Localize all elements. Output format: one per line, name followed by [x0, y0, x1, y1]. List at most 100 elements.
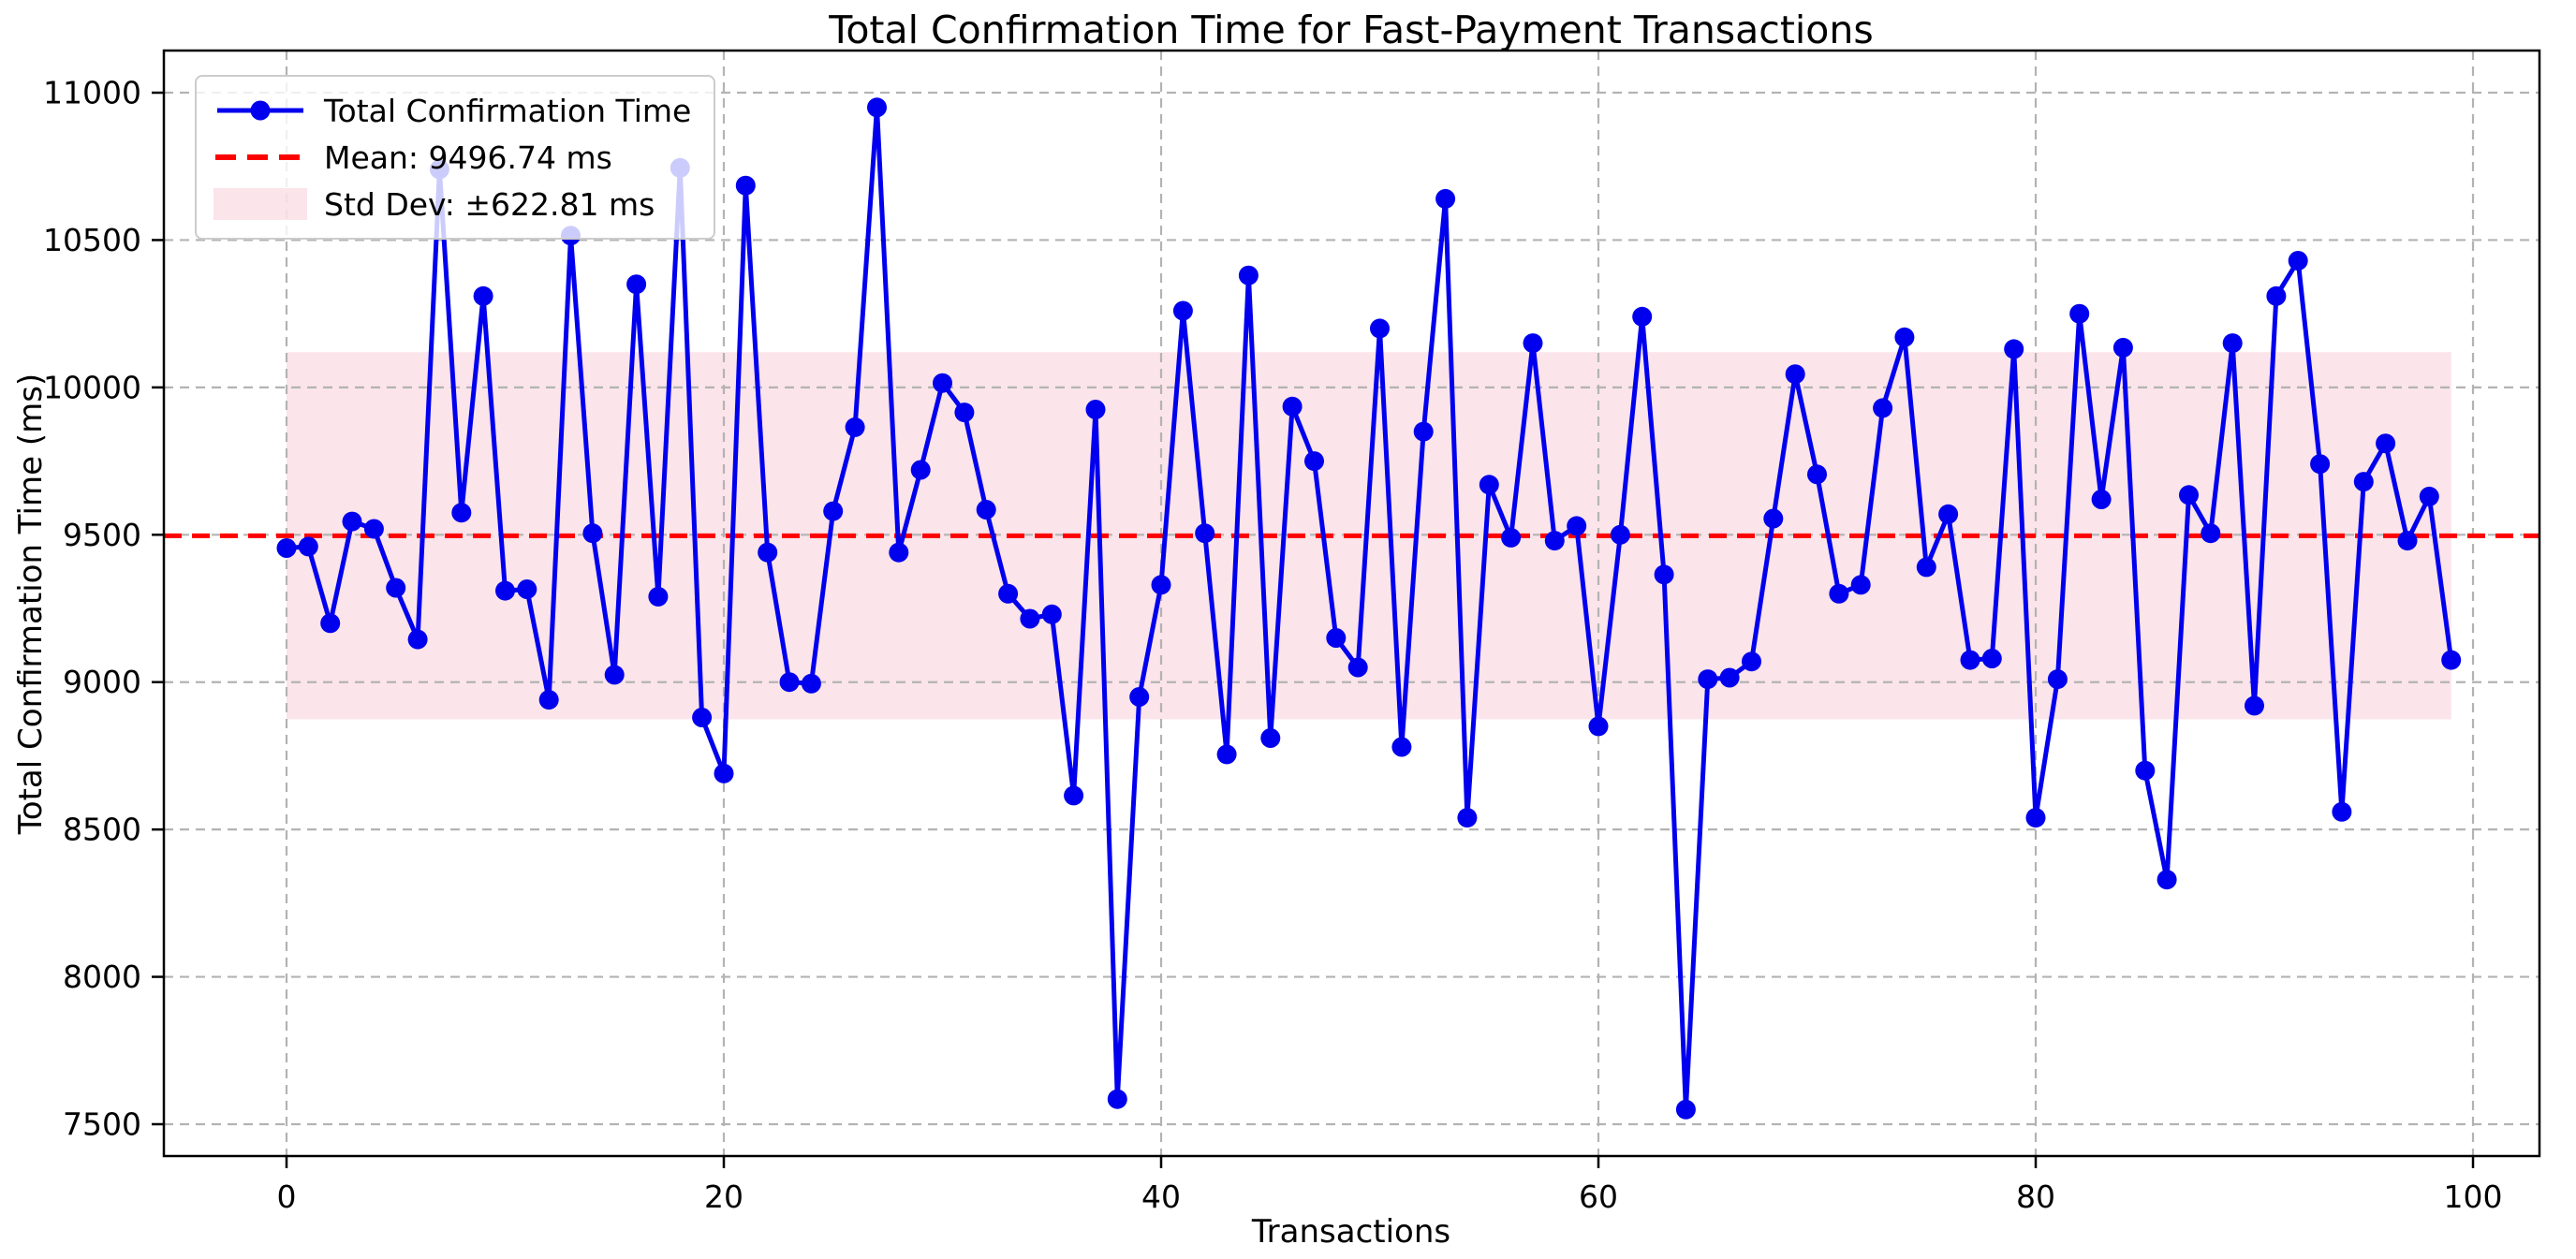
data-point	[2288, 251, 2308, 271]
y-tick-label: 10000	[43, 369, 141, 405]
data-point	[1523, 333, 1543, 354]
x-tick-label: 80	[2016, 1178, 2055, 1215]
data-point	[2376, 433, 2396, 454]
data-point	[648, 586, 669, 607]
data-point	[1873, 398, 1893, 418]
data-point	[779, 672, 800, 693]
data-point	[1588, 716, 1609, 737]
data-point	[1763, 508, 1784, 529]
data-point	[2091, 490, 2112, 509]
data-point	[1807, 464, 1827, 485]
data-point	[976, 500, 996, 520]
data-point	[2332, 801, 2352, 822]
data-point	[1479, 475, 1499, 495]
data-point	[1391, 737, 1412, 757]
legend-item-series: Total Confirmation Time	[213, 90, 691, 131]
data-point	[1654, 564, 1674, 585]
data-point	[1698, 669, 1718, 690]
data-point	[363, 519, 384, 539]
data-point	[473, 285, 493, 306]
data-point	[1829, 583, 1849, 604]
data-point	[276, 538, 297, 558]
legend-label-mean: Mean: 9496.74 ms	[324, 139, 612, 176]
data-point	[1347, 657, 1368, 678]
data-point	[910, 460, 931, 480]
data-point	[1981, 649, 2002, 668]
y-tick-label: 9500	[63, 517, 141, 553]
data-point	[889, 542, 909, 563]
data-point	[451, 503, 472, 523]
data-point	[1632, 306, 1653, 327]
legend-label-std: Std Dev: ±622.81 ms	[324, 185, 655, 223]
legend-item-mean: Mean: 9496.74 ms	[213, 137, 691, 178]
data-point	[1304, 451, 1324, 472]
y-tick-label: 9000	[63, 664, 141, 700]
y-tick-label: 8000	[63, 959, 141, 995]
data-point	[801, 673, 821, 694]
data-point	[1041, 604, 1062, 624]
data-point	[1085, 400, 1106, 419]
data-point	[1064, 785, 1084, 806]
data-point	[1960, 650, 1980, 670]
data-point	[626, 274, 647, 295]
data-point	[386, 578, 406, 598]
data-point	[758, 542, 778, 563]
data-point	[735, 175, 756, 196]
data-point	[1501, 527, 1522, 548]
data-point	[954, 403, 975, 423]
data-point	[538, 690, 559, 710]
y-tick-label: 10500	[43, 222, 141, 258]
dashed-line-sample-icon	[215, 154, 305, 160]
x-tick-label: 0	[276, 1178, 296, 1215]
chart-title: Total Confirmation Time for Fast-Payment…	[829, 7, 1874, 52]
data-point	[2441, 650, 2462, 670]
legend: Total Confirmation Time Mean: 9496.74 ms…	[195, 75, 716, 240]
data-point	[1850, 575, 1871, 595]
data-point	[1567, 516, 1587, 536]
data-point	[933, 373, 952, 393]
data-point	[1938, 504, 1959, 524]
data-point	[298, 536, 318, 557]
data-point	[2419, 486, 2439, 506]
data-point	[1020, 608, 1040, 629]
data-point	[495, 580, 515, 601]
y-tick-label: 8500	[63, 812, 141, 848]
data-point	[714, 763, 734, 783]
legend-label-series: Total Confirmation Time	[324, 92, 692, 129]
data-point	[2156, 870, 2177, 890]
data-point	[1282, 396, 1303, 417]
x-tick-label: 100	[2444, 1178, 2503, 1215]
y-tick-label: 7500	[63, 1105, 141, 1142]
data-point	[2310, 454, 2331, 475]
data-point	[1172, 300, 1193, 321]
data-point	[407, 629, 428, 650]
data-point	[2135, 760, 2156, 781]
data-point	[1326, 628, 1347, 648]
data-point	[1238, 265, 1259, 285]
data-point	[998, 583, 1019, 604]
data-point	[1457, 808, 1478, 828]
data-point	[604, 665, 625, 685]
data-point	[692, 708, 713, 727]
y-tick-label: 11000	[43, 75, 141, 111]
data-point	[1785, 364, 1805, 385]
data-point	[1610, 524, 1630, 545]
data-point	[1544, 531, 1565, 551]
data-point	[823, 501, 844, 521]
line-marker-sample-icon	[217, 100, 303, 121]
data-point	[582, 523, 603, 544]
x-axis-label: Transactions	[1251, 1213, 1451, 1251]
legend-item-std: Std Dev: ±622.81 ms	[213, 183, 691, 225]
data-point	[845, 417, 865, 437]
data-point	[2397, 531, 2418, 551]
data-point	[2112, 337, 2133, 358]
data-point	[342, 511, 362, 532]
band-sample-icon	[213, 188, 307, 220]
data-point	[1894, 327, 1915, 347]
data-point	[1675, 1099, 1696, 1120]
data-point	[1719, 667, 1740, 688]
data-point	[1916, 557, 1936, 578]
data-point	[2201, 523, 2221, 544]
